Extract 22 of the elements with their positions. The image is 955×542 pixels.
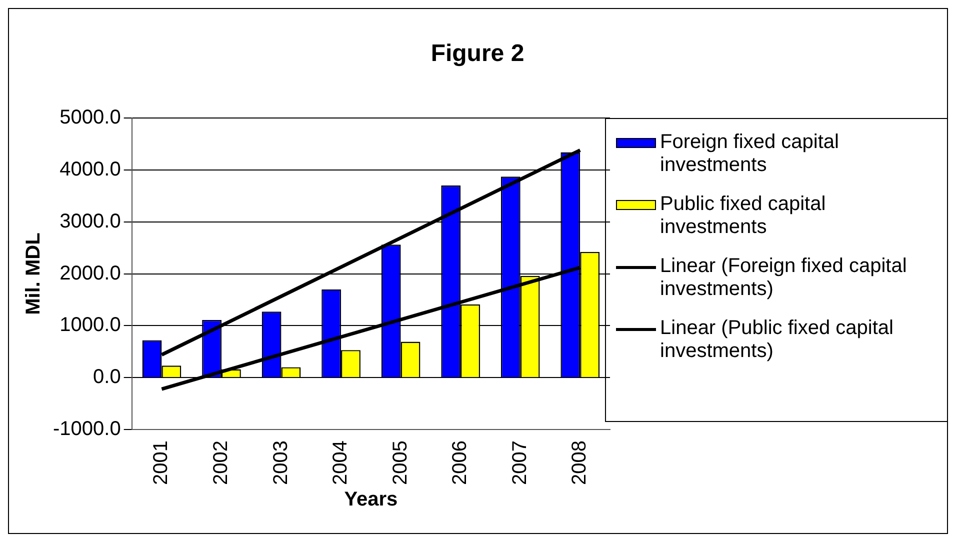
y-tick-label: 4000.0 — [60, 158, 121, 180]
legend-label: Linear (Foreign fixed capital investments) — [660, 255, 908, 301]
x-tick-label: 2007 — [508, 440, 531, 486]
x-tick-label: 2002 — [210, 440, 232, 486]
x-tick-label: 2008 — [568, 440, 591, 486]
y-tick-label: 3000.0 — [60, 210, 121, 232]
x-tick-label: 2005 — [389, 440, 412, 486]
y-tick-label: 5000.0 — [60, 106, 121, 129]
x-axis-title: Years — [344, 488, 398, 511]
y-tick-label: 0.0 — [93, 366, 121, 388]
y-axis-title: Mil. MDL — [22, 232, 45, 315]
legend-label: Public fixed capital investments — [660, 193, 827, 239]
x-tick-label: 2001 — [150, 440, 172, 486]
legend-label: Linear (Public fixed capital investments) — [660, 317, 894, 363]
y-tick-label: 2000.0 — [60, 262, 121, 284]
x-tick-label: 2004 — [330, 440, 352, 486]
chart-title: Figure 2 — [430, 40, 526, 68]
x-tick-label: 2006 — [449, 440, 472, 486]
legend-label: Foreign fixed capital investments — [660, 131, 840, 177]
y-tick-label: 1000.0 — [60, 314, 121, 336]
y-tick-label: -1000.0 — [52, 418, 121, 440]
x-tick-label: 2003 — [270, 440, 292, 486]
